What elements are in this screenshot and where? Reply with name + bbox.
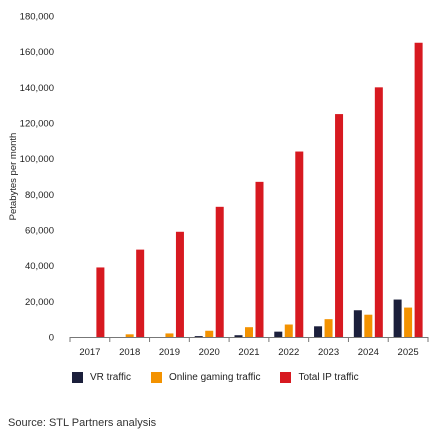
bar-total-ip-traffic (295, 151, 304, 337)
legend-item-vr: VR traffic (72, 372, 131, 383)
x-tick-label: 2017 (79, 347, 100, 358)
legend-swatch-vr (72, 372, 83, 383)
y-tick-label: 180,000 (20, 12, 54, 23)
y-tick-label: 80,000 (25, 190, 54, 201)
bar-vr-traffic (353, 310, 362, 337)
x-tick-label: 2019 (159, 347, 180, 358)
y-tick-label: 140,000 (20, 83, 54, 94)
bar-online-gaming-traffic (165, 333, 174, 337)
bar-online-gaming-traffic (284, 324, 293, 337)
bar-online-gaming-traffic (324, 319, 333, 337)
bar-online-gaming-traffic (125, 334, 134, 337)
legend-swatch-gaming (150, 372, 162, 383)
bar-online-gaming-traffic (245, 327, 253, 337)
bar-total-ip-traffic (374, 87, 383, 337)
y-tick-label: 60,000 (25, 226, 54, 237)
y-tick-label: 0 (49, 333, 54, 344)
bar-total-ip-traffic (136, 249, 145, 337)
bar-online-gaming-traffic (205, 330, 214, 337)
bar-vr-traffic (194, 336, 203, 337)
x-tick-label: 2020 (199, 347, 220, 358)
bar-chart: 0 20,000 40,000 60,000 80,000 100,000 120,000 1… (8, 12, 429, 358)
legend: VR traffic Online gaming traffic Total I… (72, 372, 379, 383)
x-tick-label: 2018 (119, 347, 140, 358)
x-tick-label: 2025 (398, 347, 419, 358)
bar-total-ip-traffic (414, 42, 423, 337)
x-tick-label: 2024 (358, 347, 379, 358)
x-tick-label: 2021 (238, 347, 259, 358)
y-axis-title: Petabytes per month (8, 133, 19, 221)
bar-online-gaming-traffic (364, 314, 373, 337)
legend-label-gaming: Online gaming traffic (168, 372, 261, 383)
y-tick-label: 20,000 (25, 297, 54, 308)
bar-vr-traffic (234, 335, 243, 337)
bar-vr-traffic (274, 331, 283, 337)
bar-online-gaming-traffic (404, 307, 413, 337)
legend-swatch-total-ip (280, 372, 292, 383)
bar-total-ip-traffic (96, 267, 105, 337)
bar-total-ip-traffic (255, 181, 264, 337)
legend-label-vr: VR traffic (90, 372, 131, 383)
x-tick-label: 2023 (318, 347, 339, 358)
legend-item-gaming: Online gaming traffic (150, 372, 261, 383)
bar-vr-traffic (314, 326, 323, 337)
y-tick-label: 160,000 (20, 47, 54, 58)
x-tick-label: 2022 (278, 347, 299, 358)
legend-label-total-ip: Total IP traffic (298, 372, 359, 383)
y-tick-label: 100,000 (20, 154, 54, 165)
legend-item-total-ip: Total IP traffic (280, 372, 359, 383)
bar-vr-traffic (393, 299, 402, 337)
y-tick-label: 40,000 (25, 261, 54, 272)
bar-total-ip-traffic (175, 231, 184, 337)
source-note: Source: STL Partners analysis (8, 417, 157, 429)
bar-total-ip-traffic (215, 206, 224, 337)
y-tick-label: 120,000 (20, 119, 54, 130)
bar-total-ip-traffic (335, 114, 344, 337)
